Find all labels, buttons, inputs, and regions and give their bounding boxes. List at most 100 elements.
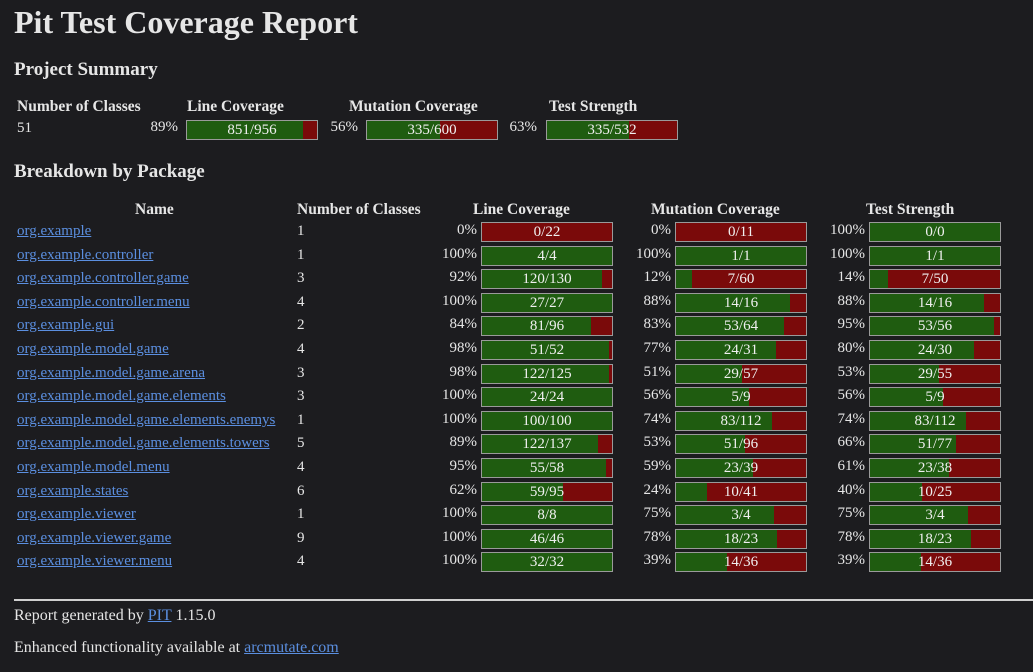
package-line-percent: 100% (442, 411, 477, 427)
package-line-percent: 89% (449, 434, 478, 450)
package-link[interactable]: org.example.viewer (17, 506, 136, 522)
footer-enhanced: Enhanced functionality available at arcm… (14, 639, 339, 657)
breakdown-header-line: Line Coverage (473, 201, 570, 218)
package-mutation-percent: 53% (643, 434, 672, 450)
package-strength-percent: 66% (837, 434, 866, 450)
summary-strength-percent: 63% (509, 119, 538, 135)
package-link[interactable]: org.example.controller.game (17, 270, 189, 286)
package-mutation-text: 5/9 (731, 389, 751, 405)
package-link[interactable]: org.example.model.game.elements (17, 388, 226, 404)
coverage-fill (482, 388, 612, 406)
package-line-percent: 100% (442, 505, 477, 521)
package-line-bar: 27/27 (481, 293, 613, 313)
package-strength-bar: 5/9 (869, 387, 1001, 407)
coverage-fill (482, 365, 610, 383)
package-class-count: 3 (297, 365, 305, 381)
package-line-percent: 98% (449, 340, 478, 356)
package-mutation-percent: 74% (643, 411, 672, 427)
breakdown-heading: Breakdown by Package (14, 161, 205, 182)
package-line-percent: 92% (449, 269, 478, 285)
package-mutation-percent: 83% (643, 316, 672, 332)
coverage-fill (870, 317, 994, 335)
package-line-text: 81/96 (529, 318, 565, 334)
coverage-fill (676, 506, 774, 524)
package-line-bar: 122/137 (481, 434, 613, 454)
package-line-text: 27/27 (529, 295, 565, 311)
footer-version: 1.15.0 (175, 607, 216, 624)
package-strength-bar: 83/112 (869, 411, 1001, 431)
package-link[interactable]: org.example.model.game.elements.enemys (17, 412, 276, 428)
package-strength-bar: 3/4 (869, 505, 1001, 525)
package-link[interactable]: org.example (17, 223, 92, 239)
coverage-fill (870, 530, 972, 548)
package-line-bar: 81/96 (481, 316, 613, 336)
summary-strength-text: 335/532 (587, 122, 637, 138)
package-mutation-text: 24/31 (723, 342, 759, 358)
package-class-count: 3 (297, 270, 305, 286)
package-strength-percent: 61% (837, 458, 866, 474)
package-mutation-text: 3/4 (731, 507, 751, 523)
coverage-fill (676, 317, 784, 335)
summary-line-bar: 851/956 (186, 120, 318, 140)
package-mutation-percent: 100% (636, 246, 671, 262)
package-line-bar: 4/4 (481, 246, 613, 266)
package-strength-percent: 100% (830, 246, 865, 262)
package-mutation-text: 10/41 (723, 484, 759, 500)
coverage-fill (482, 530, 612, 548)
package-link[interactable]: org.example.viewer.game (17, 530, 172, 546)
package-class-count: 4 (297, 553, 305, 569)
package-strength-text: 24/30 (917, 342, 953, 358)
coverage-fill (547, 121, 629, 139)
coverage-fill (870, 247, 1000, 265)
coverage-fill (482, 435, 598, 453)
package-mutation-percent: 75% (643, 505, 672, 521)
coverage-fill (367, 121, 440, 139)
summary-strength-bar: 335/532 (546, 120, 678, 140)
package-mutation-bar: 23/39 (675, 458, 807, 478)
coverage-fill (870, 459, 950, 477)
package-strength-bar: 0/0 (869, 222, 1001, 242)
footer-enhanced-prefix: Enhanced functionality available at (14, 639, 241, 656)
package-line-text: 24/24 (529, 389, 565, 405)
package-class-count: 1 (297, 506, 305, 522)
package-strength-text: 10/25 (917, 484, 953, 500)
package-link[interactable]: org.example.controller.menu (17, 294, 190, 310)
arcmutate-link[interactable]: arcmutate.com (244, 639, 339, 656)
package-strength-bar: 18/23 (869, 529, 1001, 549)
package-strength-percent: 56% (837, 387, 866, 403)
package-mutation-percent: 78% (643, 529, 672, 545)
package-link[interactable]: org.example.controller (17, 247, 154, 263)
package-mutation-text: 18/23 (723, 531, 759, 547)
package-line-percent: 100% (442, 552, 477, 568)
coverage-fill (482, 483, 563, 501)
summary-classes-value: 51 (17, 120, 32, 136)
package-mutation-bar: 24/31 (675, 340, 807, 360)
package-link[interactable]: org.example.model.menu (17, 459, 170, 475)
summary-line-percent: 89% (150, 119, 179, 135)
package-link[interactable]: org.example.viewer.menu (17, 553, 173, 569)
package-strength-bar: 1/1 (869, 246, 1001, 266)
package-link[interactable]: org.example.gui (17, 317, 115, 333)
coverage-fill (870, 270, 889, 288)
package-class-count: 1 (297, 412, 305, 428)
coverage-fill (676, 553, 727, 571)
package-strength-percent: 88% (837, 293, 866, 309)
coverage-fill (870, 553, 921, 571)
package-line-bar: 100/100 (481, 411, 613, 431)
package-line-text: 59/95 (529, 484, 565, 500)
package-line-bar: 24/24 (481, 387, 613, 407)
package-link[interactable]: org.example.model.game (17, 341, 169, 357)
package-strength-percent: 75% (837, 505, 866, 521)
package-class-count: 2 (297, 317, 305, 333)
package-line-bar: 120/130 (481, 269, 613, 289)
package-line-bar: 46/46 (481, 529, 613, 549)
coverage-fill (482, 247, 612, 265)
package-link[interactable]: org.example.states (17, 483, 129, 499)
coverage-fill (676, 435, 745, 453)
package-link[interactable]: org.example.model.game.arena (17, 365, 205, 381)
package-mutation-bar: 1/1 (675, 246, 807, 266)
package-mutation-text: 23/39 (723, 460, 759, 476)
package-link[interactable]: org.example.model.game.elements.towers (17, 435, 270, 451)
pit-link[interactable]: PIT (147, 607, 172, 624)
package-mutation-text: 83/112 (720, 413, 762, 429)
